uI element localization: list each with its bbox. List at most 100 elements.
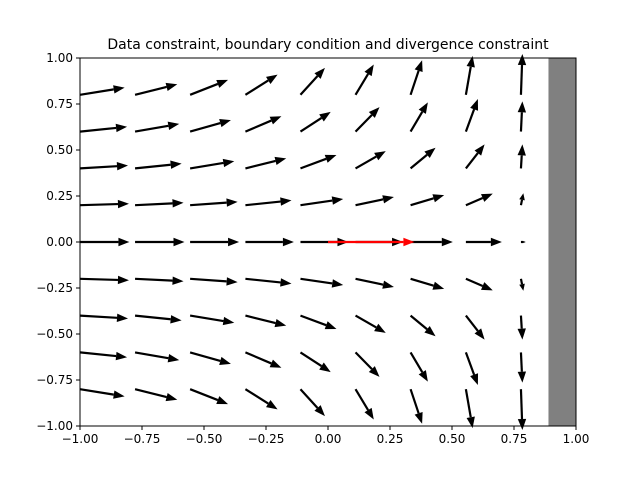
field-arrow-shaft (519, 389, 524, 420)
field-arrow-shaft (79, 165, 118, 170)
field-arrow-head (274, 318, 287, 328)
field-arrow-shaft (189, 122, 221, 133)
field-arrow-head (167, 354, 180, 363)
field-arrow (245, 197, 292, 207)
field-arrow (519, 193, 525, 206)
field-arrow-head (481, 193, 493, 202)
field-arrow-head (117, 275, 129, 285)
field-arrow-shaft (189, 388, 219, 402)
field-arrow (410, 237, 453, 247)
field-arrow-head (331, 279, 344, 288)
field-arrow-shaft (245, 277, 281, 284)
field-arrow-shaft (354, 155, 377, 170)
field-arrow-head (266, 74, 278, 85)
field-arrow-head (165, 393, 178, 402)
field-arrow-head (269, 116, 282, 125)
x-tick-label: −0.75 (124, 432, 161, 446)
field-arrow-head (382, 195, 394, 204)
field-arrow-shaft (244, 388, 269, 405)
field-arrow-head (116, 161, 128, 171)
field-arrow (79, 275, 129, 285)
field-arrow (190, 237, 240, 247)
field-arrow (354, 151, 386, 170)
field-arrow (520, 240, 526, 244)
field-arrow-head (424, 325, 436, 337)
field-arrow-head (117, 199, 129, 209)
field-arrow-head (364, 64, 374, 77)
field-arrow-head (170, 160, 182, 169)
y-tick-label: 0.75 (46, 97, 73, 111)
field-arrow-shaft (189, 161, 224, 170)
field-arrow-head (219, 356, 231, 365)
field-arrow (517, 389, 527, 430)
field-arrow-head (374, 151, 386, 161)
y-tick-label: 0.00 (46, 235, 73, 249)
field-arrow-shaft (79, 126, 117, 133)
field-arrow-head (118, 237, 130, 247)
field-arrow-shaft (519, 64, 524, 95)
field-arrow (410, 277, 445, 290)
field-arrow-shaft (190, 277, 227, 283)
field-arrow (79, 313, 128, 323)
field-arrow (245, 314, 287, 328)
field-arrow (79, 161, 128, 171)
field-arrow-head (466, 55, 475, 68)
field-arrow-shaft (410, 197, 434, 207)
field-arrow-head (517, 101, 527, 113)
field-arrow-shaft (134, 314, 171, 321)
x-tick-label: 0.50 (439, 432, 466, 446)
field-arrow (464, 352, 479, 386)
field-arrow (190, 277, 238, 286)
field-arrow (409, 147, 436, 170)
field-arrow-shaft (244, 119, 272, 133)
field-arrow-shaft (244, 351, 272, 365)
field-arrow-head (432, 194, 445, 203)
field-arrow-shaft (244, 79, 269, 96)
y-tick-label: −1.00 (36, 419, 73, 433)
field-arrow (134, 314, 182, 324)
field-arrow-shaft (134, 351, 169, 360)
field-arrow-shaft (355, 277, 384, 286)
field-arrow-head (364, 407, 374, 420)
field-arrow (409, 314, 436, 337)
field-arrow-head (269, 359, 282, 368)
field-arrow (354, 107, 380, 133)
field-arrow (517, 144, 526, 169)
field-arrow-head (115, 123, 128, 133)
field-arrow (80, 237, 130, 247)
field-arrow (189, 388, 229, 405)
field-arrow-shaft (409, 111, 424, 133)
field-arrow-shaft (79, 277, 118, 282)
field-arrow (79, 351, 128, 361)
field-arrow-shaft (299, 75, 319, 96)
field-arrow-shaft (135, 277, 173, 282)
field-arrow (79, 123, 128, 133)
field-arrow-head (116, 313, 128, 323)
field-arrow-head (523, 240, 526, 244)
field-arrow-head (219, 119, 231, 128)
x-tick-label: 0.00 (315, 432, 342, 446)
axes: −1.00 −0.75 −0.50 −0.25 0.00 0.25 0.50 0.75 1.00… (36, 51, 589, 446)
y-tick-label: −0.25 (36, 281, 73, 295)
field-arrow (299, 111, 331, 133)
field-arrow-head (319, 362, 331, 373)
field-arrow (409, 60, 423, 96)
field-arrow-head (172, 199, 184, 208)
x-tick-label: −0.50 (186, 432, 223, 446)
field-arrow-head (167, 121, 180, 130)
field-arrow (134, 82, 178, 96)
field-arrow (79, 388, 125, 399)
field-arrow (299, 351, 331, 373)
field-arrow (134, 160, 182, 170)
field-arrow (464, 98, 479, 132)
field-arrow-head (466, 416, 475, 429)
field-arrow-shaft (519, 278, 524, 285)
field-arrow (189, 119, 231, 133)
field-arrow (409, 388, 423, 424)
field-arrow-head (226, 198, 238, 207)
field-arrow (300, 196, 344, 207)
y-tick-label: −0.75 (36, 373, 73, 387)
field-arrow-shaft (354, 73, 370, 96)
field-arrow-shaft (354, 388, 370, 411)
